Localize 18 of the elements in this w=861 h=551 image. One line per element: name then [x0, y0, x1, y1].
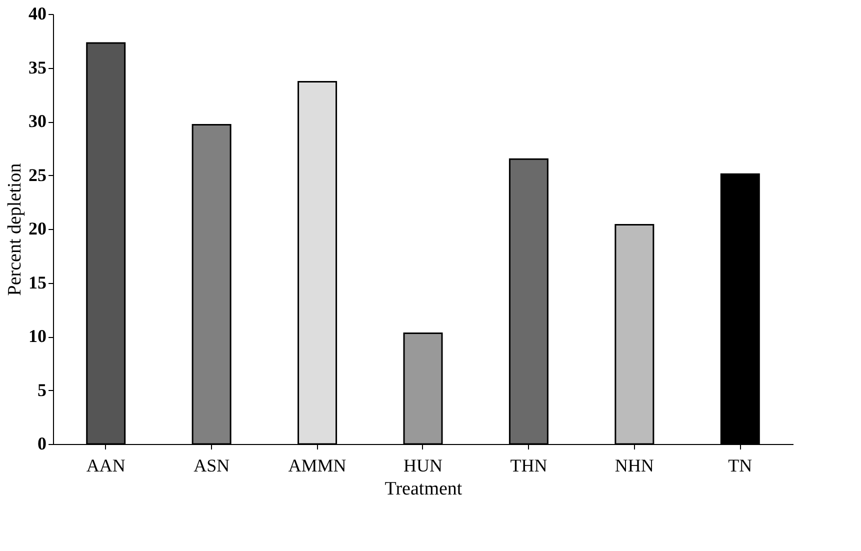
- y-tick-label: 25: [28, 164, 46, 185]
- y-tick-label: 10: [28, 326, 46, 346]
- x-tick-label: TN: [728, 456, 752, 476]
- y-tick-label: 20: [28, 218, 46, 238]
- x-tick-label: AMMN: [288, 456, 346, 476]
- x-tick-label: ASN: [194, 456, 230, 476]
- y-tick-label: 15: [28, 272, 46, 292]
- y-tick-label: 35: [28, 57, 46, 78]
- x-tick-label: AAN: [86, 456, 126, 476]
- x-tick-label: THN: [510, 456, 548, 476]
- x-axis-title: Treatment: [384, 478, 463, 500]
- x-tick-label: NHN: [614, 456, 654, 476]
- y-tick-label: 0: [38, 434, 46, 454]
- y-tick-label: 30: [28, 111, 46, 131]
- y-tick-label: 5: [38, 380, 46, 400]
- x-tick-label: HUN: [404, 456, 442, 476]
- y-axis-title: Percent depletion: [4, 162, 26, 296]
- y-tick-label: 40: [28, 4, 46, 24]
